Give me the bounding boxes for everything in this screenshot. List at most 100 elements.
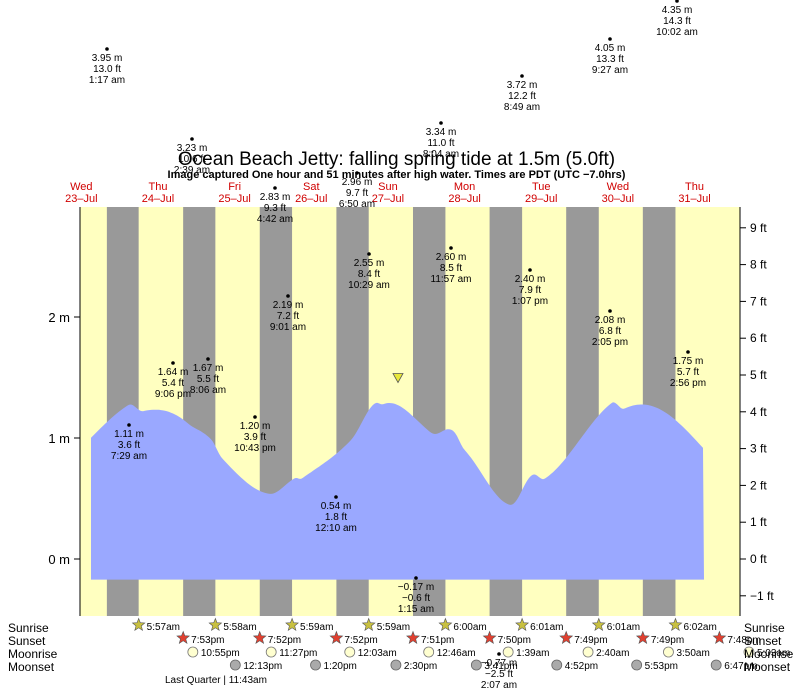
tide-time: 1:07 pm xyxy=(512,296,548,307)
tide-point xyxy=(449,246,453,250)
tide-height-m: 1.11 m xyxy=(114,429,144,440)
sunrise-time: 6:01am xyxy=(607,622,640,633)
tide-time: 10:02 am xyxy=(656,27,698,38)
tide-height-ft: 13.3 ft xyxy=(596,54,624,65)
tide-point xyxy=(171,361,175,365)
tide-time: 8:49 am xyxy=(504,102,540,113)
tide-height-m: 3.72 m xyxy=(507,80,538,91)
sunrise-time: 5:58am xyxy=(223,622,256,633)
tide-height-m: 1.67 m xyxy=(193,363,224,374)
moonrise-icon xyxy=(344,646,356,658)
day-date: 31–Jul xyxy=(678,193,710,205)
tide-height-ft: 9.7 ft xyxy=(346,188,368,199)
tide-time: 2:05 pm xyxy=(592,337,628,348)
tide-point xyxy=(105,47,109,51)
tide-point xyxy=(127,423,131,427)
moonrise-icon xyxy=(502,646,514,658)
sunrise-icon xyxy=(438,617,453,631)
sunset-time: 7:51pm xyxy=(421,635,454,646)
moonrise-icon xyxy=(423,646,435,658)
moonrise-time: 12:03am xyxy=(358,648,397,659)
tide-point xyxy=(367,252,371,256)
moonrise-time: 12:46am xyxy=(437,648,476,659)
tide-height-ft: 6.8 ft xyxy=(599,326,621,337)
right-tick-label: 3 ft xyxy=(750,442,767,456)
day-name: Wed xyxy=(607,181,629,193)
tide-height-ft: 8.5 ft xyxy=(440,263,462,274)
sunset-label-right: Sunset xyxy=(744,634,782,648)
chart-subtitle: Image captured One hour and 51 minutes a… xyxy=(167,169,626,181)
moonrise-time: 1:39am xyxy=(516,648,549,659)
tide-time: 8:06 am xyxy=(190,385,226,396)
moonset-icon xyxy=(310,659,321,671)
day-name: Mon xyxy=(454,181,475,193)
right-tick-label: 4 ft xyxy=(750,405,767,419)
day-date: 28–Jul xyxy=(448,193,480,205)
sunrise-label-left: Sunrise xyxy=(8,621,49,635)
sunset-icon xyxy=(176,630,191,644)
right-tick-label: 7 ft xyxy=(750,294,767,308)
tide-time: 9:27 am xyxy=(592,65,628,76)
day-name: Thu xyxy=(685,181,704,193)
tide-height-m: 2.19 m xyxy=(273,300,304,311)
tide-time: 2:56 pm xyxy=(670,378,706,389)
left-tick-label: 1 m xyxy=(48,431,70,446)
tide-height-m: 2.96 m xyxy=(342,177,373,188)
tide-height-ft: −0.6 ft xyxy=(402,593,430,604)
moonset-time: 4:52pm xyxy=(565,661,598,672)
day-date: 29–Jul xyxy=(525,193,557,205)
day-name: Fri xyxy=(228,181,241,193)
right-tick-label: 8 ft xyxy=(750,258,767,272)
sunrise-icon xyxy=(591,617,606,631)
moonrise-time: 10:55pm xyxy=(201,648,240,659)
left-tick-label: 2 m xyxy=(48,310,70,325)
right-tick-label: 9 ft xyxy=(750,221,767,235)
sunrise-time: 6:02am xyxy=(683,622,716,633)
chart-title: Ocean Beach Jetty: falling spring tide a… xyxy=(177,149,616,170)
sunset-time: 7:52pm xyxy=(268,635,301,646)
moonset-icon xyxy=(390,659,402,671)
moonset-icon xyxy=(710,659,722,671)
day-name: Sat xyxy=(303,181,320,193)
sunset-time: 7:49pm xyxy=(574,635,607,646)
tide-height-m: 3.34 m xyxy=(426,127,457,138)
sunset-icon xyxy=(635,630,650,644)
sunset-icon xyxy=(712,630,727,644)
tide-point xyxy=(675,0,679,3)
tide-height-m: 1.64 m xyxy=(158,367,189,378)
right-tick-label: −1 ft xyxy=(750,589,774,603)
tide-point xyxy=(253,415,257,419)
moonset-time: 1:20pm xyxy=(324,661,357,672)
tide-point xyxy=(520,74,524,78)
tide-height-m: 2.08 m xyxy=(595,315,626,326)
tide-height-m: 2.60 m xyxy=(436,252,467,263)
sunset-time: 7:52pm xyxy=(344,635,377,646)
tide-time: 10:43 pm xyxy=(234,443,276,454)
day-name: Wed xyxy=(70,181,92,193)
tide-point xyxy=(286,294,290,298)
sunrise-time: 6:00am xyxy=(453,622,486,633)
sunrise-time: 5:59am xyxy=(377,622,410,633)
tide-time: 12:10 am xyxy=(315,523,357,534)
moonrise-icon xyxy=(582,646,594,658)
moon-phase-label: Last Quarter | 11:43am xyxy=(165,675,267,686)
moonrise-label-right: Moonrise xyxy=(744,647,793,661)
tide-height-ft: 3.6 ft xyxy=(118,440,140,451)
tide-height-m: 3.23 m xyxy=(177,143,208,154)
sunset-time: 7:53pm xyxy=(191,635,224,646)
moonset-icon xyxy=(229,659,241,671)
sunset-time: 7:50pm xyxy=(498,635,531,646)
day-name: Thu xyxy=(148,181,167,193)
sunset-icon xyxy=(406,630,420,644)
moonrise-icon xyxy=(265,646,277,658)
moonrise-time: 2:40am xyxy=(596,648,629,659)
sunrise-time: 5:59am xyxy=(300,622,333,633)
tide-point xyxy=(414,576,418,580)
moonset-icon xyxy=(631,659,643,671)
tide-height-ft: −2.5 ft xyxy=(485,669,513,680)
sunset-label-left: Sunset xyxy=(8,634,46,648)
tide-point xyxy=(686,350,690,354)
day-name: Tue xyxy=(532,181,551,193)
sunset-icon xyxy=(559,630,574,644)
